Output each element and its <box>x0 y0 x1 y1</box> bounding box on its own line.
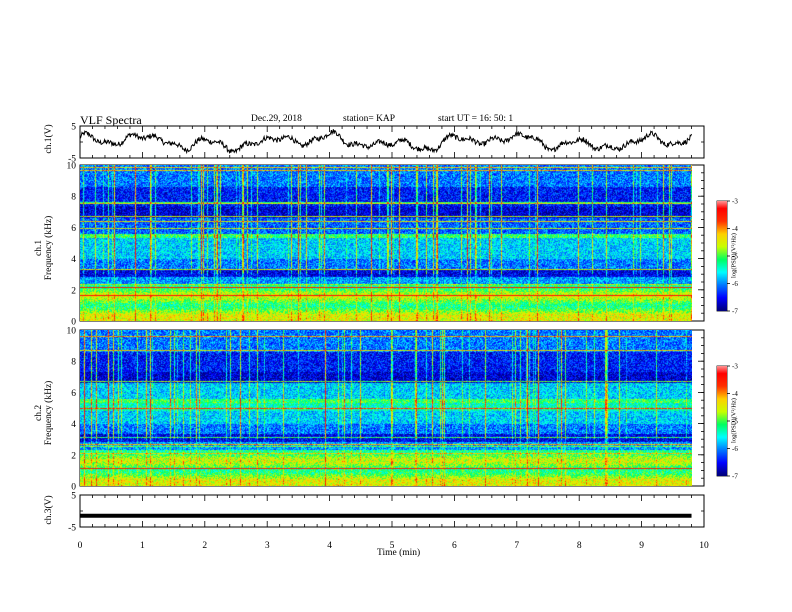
ch2-channel-label: ch.2 <box>34 404 45 422</box>
ch1-spectrogram-y-tick-label: 4 <box>71 255 76 265</box>
x-tick-label: 6 <box>452 541 457 551</box>
ch2-spectrogram-y-tick-label: 2 <box>71 451 76 461</box>
x-tick-label: 10 <box>699 541 709 551</box>
ch1-waveform-ylabel: ch.1(V) <box>44 124 54 154</box>
ch1-spectrogram-y-tick-label: 8 <box>71 193 76 203</box>
ch2-frequency-label: Frequency (kHz) <box>44 380 54 446</box>
colorbar-tick-label: -4 <box>732 390 738 398</box>
ch1-colorbar-label: log(PSD)(V²/Hz) <box>730 233 738 278</box>
x-tick-label: 0 <box>78 541 83 551</box>
ch1-spectrogram-y-tick-label: 2 <box>71 286 76 296</box>
x-tick-label: 3 <box>265 541 270 551</box>
colorbar-tick-label: -3 <box>732 198 738 206</box>
ch1-frequency-label: Frequency (kHz) <box>44 215 54 281</box>
ch2-spectrogram-y-tick-label: 0 <box>71 483 76 493</box>
ch2-spectrogram-image <box>80 330 692 486</box>
ch1-spectrogram-y-tick-label: 0 <box>71 318 76 328</box>
x-tick-label: 7 <box>514 541 519 551</box>
ch1-waveform-y-tick-label: 5 <box>71 123 76 133</box>
x-tick-label: 4 <box>327 541 332 551</box>
ch1-spectrogram-ylabel: ch.1 Frequency (kHz) <box>34 193 55 303</box>
ch1-channel-label: ch.1 <box>34 239 45 257</box>
date-label: Dec.29, 2018 <box>251 114 302 124</box>
ch2-spectrogram-y-tick-label: 10 <box>67 327 77 337</box>
x-tick-label: 8 <box>577 541 582 551</box>
colorbar-tick-label: -7 <box>732 473 738 481</box>
station-label: station= KAP <box>343 114 396 124</box>
ch1-spectrogram-image <box>80 165 692 321</box>
ch1-waveform-y-tick-label: -5 <box>68 155 76 165</box>
x-tick-label: 2 <box>202 541 207 551</box>
figure-title: VLF Spectra <box>80 113 142 127</box>
colorbar-tick-label: -4 <box>732 225 738 233</box>
x-tick-label: 1 <box>140 541 145 551</box>
ch2-spectrogram-y-tick-label: 8 <box>71 358 76 368</box>
ch1-waveform-line <box>79 129 692 155</box>
x-axis-label: Time (min) <box>377 548 421 558</box>
ch3-waveform-y-tick-label: -5 <box>68 524 76 534</box>
ch2-colorbar <box>717 366 727 476</box>
ch2-spectrogram-y-tick-label: 6 <box>71 389 76 399</box>
x-tick-label: 9 <box>639 541 644 551</box>
ch3-waveform-ylabel: ch.3(V) <box>44 495 54 525</box>
ch1-waveform-panel <box>79 129 692 155</box>
x-tick-label: 5 <box>390 541 395 551</box>
colorbar-tick-label: -5 <box>732 253 738 261</box>
ch2-spectrogram-ylabel: ch.2 Frequency (kHz) <box>34 358 55 468</box>
colorbar-tick-label: -5 <box>732 418 738 426</box>
colorbar-tick-label: -6 <box>732 445 738 453</box>
ch2-spectrogram-y-tick-label: 4 <box>71 420 76 430</box>
ch1-spectrogram-y-tick-label: 6 <box>71 224 76 234</box>
colorbar-tick-label: -3 <box>732 363 738 371</box>
colorbar-tick-label: -7 <box>732 308 738 316</box>
ch1-colorbar <box>717 201 727 311</box>
ch1-spectrogram-y-tick-label: 10 <box>67 162 77 172</box>
start-time-label: start UT = 16: 50: 1 <box>438 114 514 124</box>
colorbar-tick-label: -6 <box>732 280 738 288</box>
ch3-waveform-y-tick-label: 5 <box>71 492 76 502</box>
ch2-colorbar-label: log(PSD)(V²/Hz) <box>730 398 738 443</box>
